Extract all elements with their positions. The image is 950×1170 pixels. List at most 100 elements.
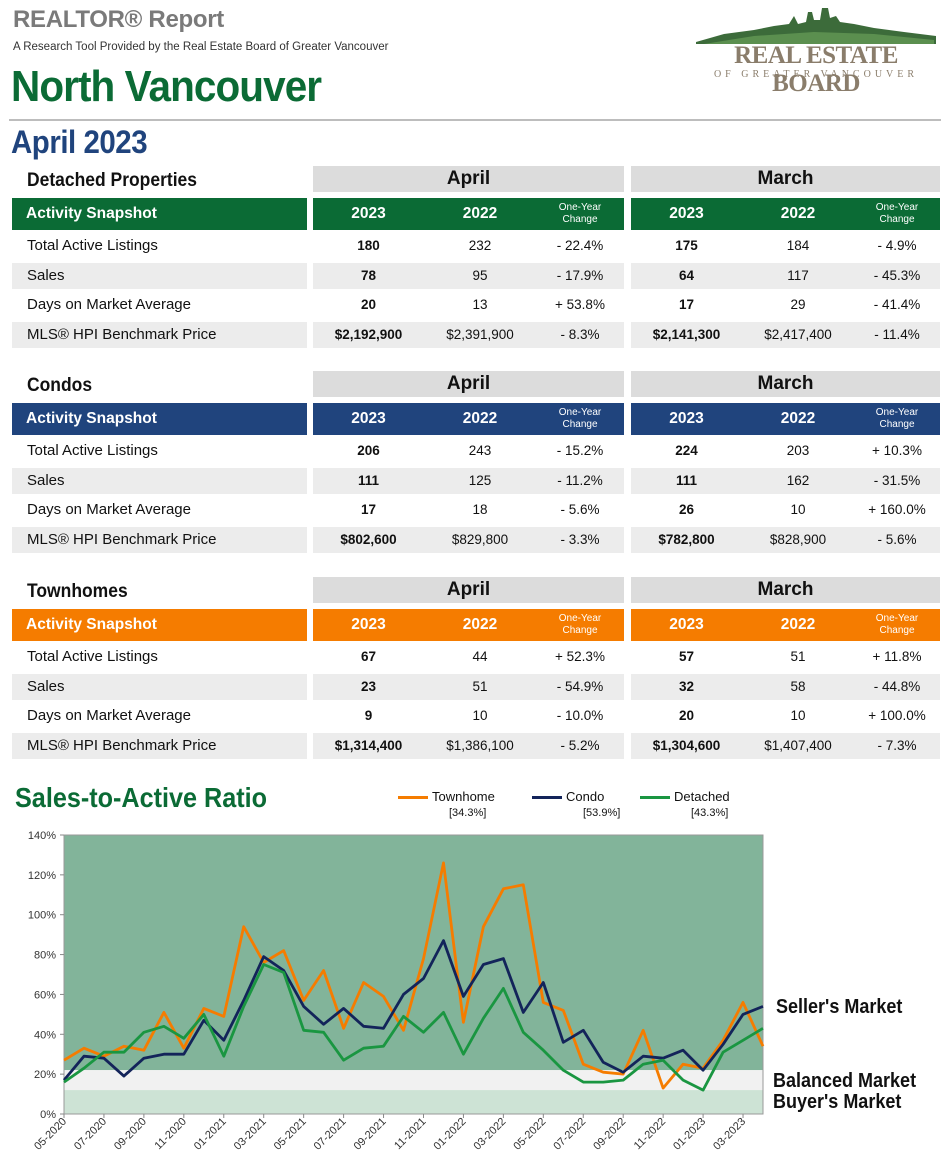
row-shading (313, 526, 624, 553)
cell-apr-2022: 51 (472, 678, 488, 694)
cell-mar-2022: 58 (790, 678, 806, 694)
row-label: Days on Market Average (27, 296, 191, 313)
change-label-line1: One-Year (875, 202, 919, 213)
year-current-header: 2023 (351, 616, 386, 633)
table-row: Days on Market Average 20 13 + 53.8% 17 29 - 4… (12, 292, 940, 318)
x-tick-label: 03-2023 (711, 1116, 748, 1153)
logo-name: REAL ESTATE BOARD (734, 42, 898, 97)
row-label: Sales (27, 677, 65, 695)
x-tick-label: 01-2022 (432, 1116, 469, 1153)
cell-apr-change: - 22.4% (556, 238, 604, 253)
cell-mar-2022: 10 (790, 502, 806, 517)
change-label-line1: One-Year (558, 613, 602, 624)
series-line-detached (63, 963, 764, 1092)
zone-label: Buyer's Market (773, 1091, 902, 1113)
x-tick-label: 03-2021 (232, 1116, 269, 1153)
row-shading (313, 321, 624, 348)
change-label-line2: Change (879, 214, 915, 225)
activity-snapshot-band: Activity Snapshot (12, 609, 307, 641)
cell-apr-2022: $829,800 (451, 531, 509, 547)
cell-mar-2023: 64 (678, 267, 695, 283)
row-shading (12, 321, 307, 348)
cell-mar-2022: 29 (790, 297, 806, 312)
legend-item-condo: Condo (532, 789, 604, 804)
cell-apr-change: - 5.6% (560, 502, 600, 517)
table-row: Total Active Listings 180 232 - 22.4% 175 184… (12, 233, 940, 259)
cell-apr-change: - 11.2% (557, 472, 603, 488)
zone-label: Seller's Market (776, 996, 903, 1018)
cell-mar-change: - 41.4% (873, 297, 921, 312)
change-label-line1: One-Year (558, 202, 602, 213)
section-townhome: Townhomes April March Activity Snapshot 2023… (0, 577, 950, 761)
area-name: North Vancouver (11, 62, 322, 111)
change-label-line1: One-Year (558, 407, 602, 418)
header-band (313, 198, 624, 230)
table-row: Total Active Listings 206 243 - 15.2% 224 203… (12, 438, 940, 464)
legend-label: Townhome (432, 789, 495, 804)
zone-balanced-market (64, 1070, 763, 1091)
x-tick-label: 11-2020 (152, 1116, 188, 1152)
change-label-line1: One-Year (875, 407, 919, 418)
one-year-change-header: One-Year Change (536, 403, 624, 435)
row-shading (631, 321, 940, 348)
board-logo: REAL ESTATE BOARD OF GREATER VANCOUVER (694, 4, 938, 97)
row-shading (631, 467, 940, 494)
row-label: Sales (27, 471, 65, 489)
x-tick-label: 11-2022 (632, 1116, 668, 1152)
cell-apr-change: - 8.3% (560, 326, 600, 342)
row-shading (631, 732, 940, 759)
sales-to-active-chart: 0% 20% 40% 60% 80% 100% 120% 140% 05-2020 07-2020… (28, 830, 765, 1153)
x-tick-label: 05-2021 (272, 1116, 309, 1153)
row-label: MLS® HPI Benchmark Price (27, 736, 217, 754)
legend-value: [43.3%] (691, 807, 729, 819)
x-tick-label: 01-2021 (192, 1116, 229, 1153)
plot-border (63, 834, 764, 1115)
row-label: Total Active Listings (27, 237, 158, 254)
activity-snapshot-label: Activity Snapshot (26, 410, 157, 427)
cell-apr-2023: 9 (364, 708, 373, 723)
row-shading (12, 673, 307, 700)
cell-mar-2022: 117 (787, 267, 809, 283)
section-title: Condos (27, 375, 93, 396)
year-prior-header: 2022 (462, 410, 498, 427)
cell-apr-2023: 111 (357, 472, 380, 488)
cell-mar-change: - 4.9% (877, 238, 917, 253)
row-label: Total Active Listings (27, 648, 158, 665)
current-month-header: April (313, 371, 624, 397)
series-line-condo (62, 939, 764, 1081)
year-prior-header: 2022 (462, 205, 498, 222)
legend-label: Condo (566, 789, 605, 804)
cell-apr-change: - 5.2% (560, 737, 600, 753)
cell-apr-change: - 17.9% (556, 267, 604, 283)
cell-mar-2022: $2,417,400 (764, 326, 832, 342)
chart-title: Sales-to-Active Ratio (15, 782, 268, 813)
cell-apr-2022: 10 (472, 708, 488, 723)
row-shading (12, 467, 307, 494)
cell-mar-2022: 184 (786, 238, 810, 253)
cell-apr-change: - 10.0% (556, 708, 604, 723)
row-shading (12, 732, 307, 759)
header-divider (9, 119, 941, 121)
activity-snapshot-label: Activity Snapshot (26, 205, 157, 222)
x-tick-label: 01-2023 (671, 1116, 708, 1153)
row-label: Total Active Listings (27, 442, 158, 459)
year-current-header: 2023 (351, 410, 386, 427)
cell-mar-change: - 44.8% (873, 678, 921, 694)
header-band (313, 403, 624, 435)
row-label: MLS® HPI Benchmark Price (27, 530, 217, 548)
cell-apr-2023: 180 (357, 238, 380, 253)
section-title: Detached Properties (27, 170, 198, 191)
one-year-change-header: One-Year Change (854, 609, 940, 641)
x-tick-label: 03-2022 (471, 1116, 508, 1153)
y-tick-label: 40% (34, 1029, 56, 1041)
year-current-header: 2023 (669, 205, 704, 222)
cell-mar-2022: 162 (786, 472, 810, 488)
cell-apr-2023: $1,314,400 (334, 737, 403, 753)
row-shading (313, 673, 624, 700)
cell-mar-2023: $782,800 (658, 531, 715, 547)
year-prior-header: 2022 (780, 616, 816, 633)
row-shading (12, 262, 307, 289)
zone-label: Balanced Market (773, 1070, 917, 1092)
row-shading (631, 262, 940, 289)
cell-mar-change: - 31.5% (873, 472, 921, 488)
